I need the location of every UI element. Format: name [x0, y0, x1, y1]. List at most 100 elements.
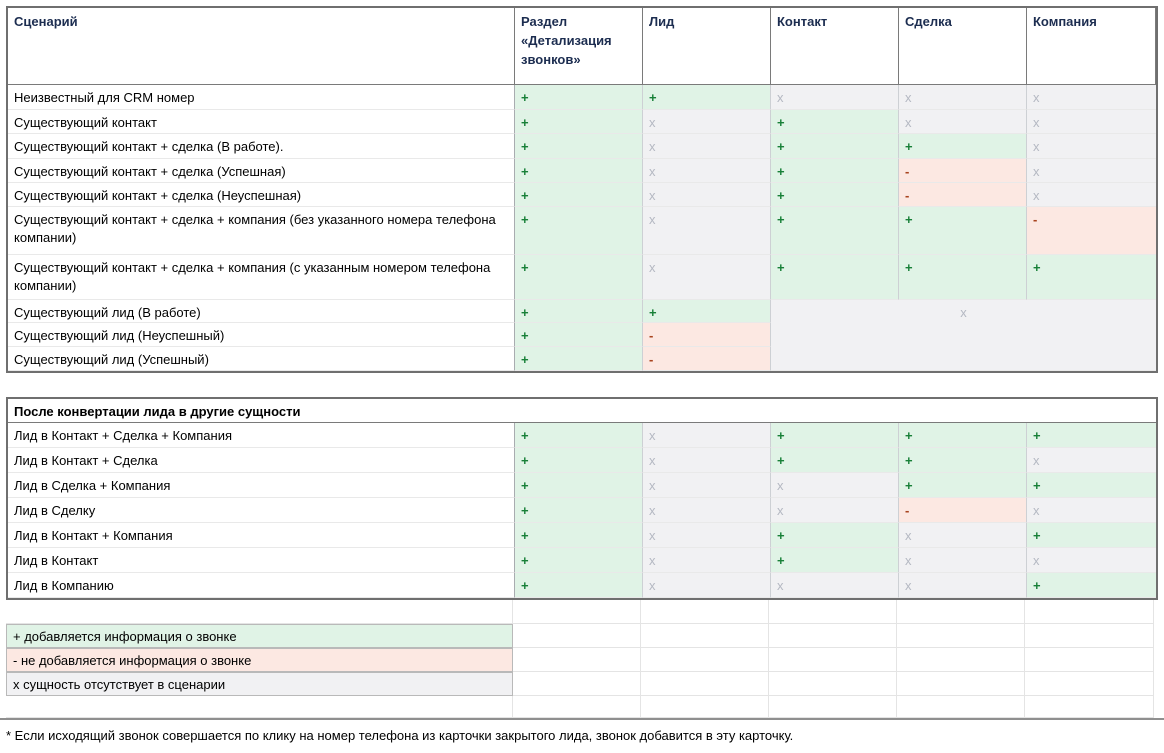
empty-cell[interactable] [513, 624, 641, 648]
mark-cell[interactable]: + [1027, 423, 1156, 448]
mark-cell[interactable]: x [1027, 85, 1156, 110]
column-header-deal[interactable]: Сделка [899, 8, 1027, 85]
mark-cell[interactable]: + [771, 523, 899, 548]
mark-cell[interactable]: + [899, 473, 1027, 498]
mark-cell[interactable]: x [643, 255, 771, 300]
empty-cell[interactable] [6, 600, 513, 624]
empty-cell[interactable] [897, 600, 1025, 624]
mark-cell[interactable]: - [899, 498, 1027, 523]
mark-cell[interactable]: + [643, 85, 771, 110]
mark-cell[interactable]: + [515, 159, 643, 183]
mark-cell[interactable]: + [515, 255, 643, 300]
mark-cell[interactable]: + [1027, 473, 1156, 498]
mark-cell[interactable]: x [1027, 448, 1156, 473]
column-header-lead[interactable]: Лид [643, 8, 771, 85]
merged-x-cell[interactable]: x [771, 300, 1156, 371]
mark-cell[interactable]: + [515, 573, 643, 598]
legend-minus-label[interactable]: - не добавляется информация о звонке [6, 648, 513, 672]
empty-cell[interactable] [513, 672, 641, 696]
mark-cell[interactable]: - [899, 183, 1027, 207]
empty-cell[interactable] [513, 600, 641, 624]
mark-cell[interactable]: x [771, 498, 899, 523]
scenario-cell[interactable]: Существующий лид (Неуспешный) [8, 323, 515, 347]
mark-cell[interactable]: - [1027, 207, 1156, 255]
empty-cell[interactable] [513, 648, 641, 672]
mark-cell[interactable]: x [771, 473, 899, 498]
mark-cell[interactable]: x [643, 523, 771, 548]
empty-cell[interactable] [769, 696, 897, 718]
scenario-cell[interactable]: Лид в Контакт + Компания [8, 523, 515, 548]
mark-cell[interactable]: + [515, 183, 643, 207]
mark-cell[interactable]: x [1027, 134, 1156, 159]
mark-cell[interactable]: x [1027, 159, 1156, 183]
mark-cell[interactable]: x [643, 473, 771, 498]
empty-cell[interactable] [769, 600, 897, 624]
scenario-cell[interactable]: Существующий контакт + сделка + компания… [8, 255, 515, 300]
column-header-company[interactable]: Компания [1027, 8, 1156, 85]
mark-cell[interactable]: x [643, 498, 771, 523]
column-header-scenario[interactable]: Сценарий [8, 8, 515, 85]
mark-cell[interactable]: x [899, 110, 1027, 134]
empty-cell[interactable] [1025, 600, 1154, 624]
scenario-cell[interactable]: Лид в Контакт + Сделка [8, 448, 515, 473]
mark-cell[interactable]: + [515, 207, 643, 255]
column-header-contact[interactable]: Контакт [771, 8, 899, 85]
scenario-cell[interactable]: Неизвестный для CRM номер [8, 85, 515, 110]
empty-cell[interactable] [1025, 624, 1154, 648]
section-title[interactable]: После конвертации лида в другие сущности [8, 399, 1156, 423]
mark-cell[interactable]: x [899, 573, 1027, 598]
mark-cell[interactable]: + [771, 448, 899, 473]
scenario-cell[interactable]: Существующий контакт [8, 110, 515, 134]
mark-cell[interactable]: + [771, 134, 899, 159]
mark-cell[interactable]: x [643, 448, 771, 473]
empty-cell[interactable] [769, 648, 897, 672]
empty-cell[interactable] [1025, 672, 1154, 696]
mark-cell[interactable]: + [1027, 523, 1156, 548]
mark-cell[interactable]: + [515, 300, 643, 323]
mark-cell[interactable]: - [643, 323, 771, 347]
mark-cell[interactable]: x [643, 159, 771, 183]
scenario-cell[interactable]: Существующий контакт + сделка (Неуспешна… [8, 183, 515, 207]
mark-cell[interactable]: - [643, 347, 771, 371]
mark-cell[interactable]: x [899, 523, 1027, 548]
empty-cell[interactable] [641, 696, 769, 718]
mark-cell[interactable]: x [1027, 183, 1156, 207]
empty-cell[interactable] [769, 672, 897, 696]
empty-cell[interactable] [897, 624, 1025, 648]
mark-cell[interactable]: + [771, 207, 899, 255]
empty-cell[interactable] [1025, 696, 1154, 718]
empty-cell[interactable] [1025, 648, 1154, 672]
mark-cell[interactable]: + [643, 300, 771, 323]
mark-cell[interactable]: + [515, 110, 643, 134]
mark-cell[interactable]: x [643, 183, 771, 207]
scenario-cell[interactable]: Лид в Контакт [8, 548, 515, 573]
empty-cell[interactable] [641, 648, 769, 672]
empty-cell[interactable] [6, 696, 513, 718]
mark-cell[interactable]: + [1027, 573, 1156, 598]
mark-cell[interactable]: + [771, 183, 899, 207]
mark-cell[interactable]: x [643, 207, 771, 255]
mark-cell[interactable]: x [643, 548, 771, 573]
mark-cell[interactable]: + [1027, 255, 1156, 300]
mark-cell[interactable]: x [1027, 110, 1156, 134]
mark-cell[interactable]: + [515, 323, 643, 347]
mark-cell[interactable]: x [643, 134, 771, 159]
mark-cell[interactable]: x [771, 85, 899, 110]
scenario-cell[interactable]: Лид в Сделка + Компания [8, 473, 515, 498]
empty-cell[interactable] [897, 696, 1025, 718]
mark-cell[interactable]: + [515, 523, 643, 548]
mark-cell[interactable]: + [515, 548, 643, 573]
empty-cell[interactable] [641, 624, 769, 648]
mark-cell[interactable]: x [1027, 498, 1156, 523]
mark-cell[interactable]: + [771, 548, 899, 573]
mark-cell[interactable]: + [515, 498, 643, 523]
mark-cell[interactable]: + [771, 110, 899, 134]
mark-cell[interactable]: + [515, 85, 643, 110]
scenario-cell[interactable]: Существующий контакт + сделка + компания… [8, 207, 515, 255]
mark-cell[interactable]: + [515, 347, 643, 371]
mark-cell[interactable]: + [899, 423, 1027, 448]
empty-cell[interactable] [897, 672, 1025, 696]
mark-cell[interactable]: + [899, 448, 1027, 473]
mark-cell[interactable]: x [643, 573, 771, 598]
empty-cell[interactable] [897, 648, 1025, 672]
